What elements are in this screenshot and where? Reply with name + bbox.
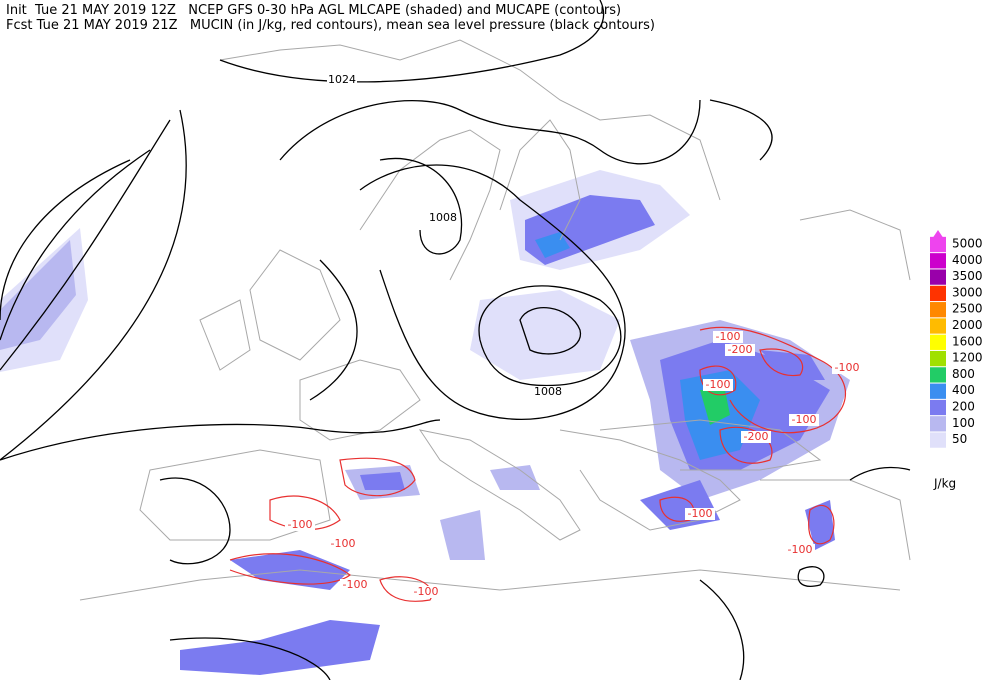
legend-swatch	[930, 269, 946, 285]
pressure-label: 1008	[429, 211, 457, 224]
legend-label: 2500	[952, 302, 983, 316]
label-backdrop	[327, 74, 357, 86]
mucin-label: -100	[792, 413, 817, 426]
header-line: Init Tue 21 MAY 2019 12Z NCEP GFS 0-30 h…	[6, 3, 621, 18]
label-backdrop	[832, 362, 862, 374]
label-backdrop	[785, 544, 815, 556]
mucin-label: -100	[343, 578, 368, 591]
legend-label: 50	[952, 432, 967, 446]
pressure-label: 1024	[328, 73, 356, 86]
mucin-contours	[229, 326, 847, 602]
legend-swatch	[930, 432, 946, 448]
mucin-label: -100	[331, 537, 356, 550]
header-line: Fcst Tue 21 MAY 2019 21Z MUCIN (in J/kg,…	[6, 18, 655, 33]
legend-label: 200	[952, 400, 975, 414]
legend-label: 4000	[952, 253, 983, 267]
label-backdrop	[725, 344, 755, 356]
mucin-label: -100	[716, 330, 741, 343]
legend-label: 1200	[952, 351, 983, 365]
label-backdrop	[285, 519, 315, 531]
legend-swatch	[930, 334, 946, 350]
legend-swatch	[930, 285, 946, 302]
legend-swatch	[930, 416, 946, 432]
mucin-label: -100	[706, 378, 731, 391]
legend-label: 100	[952, 416, 975, 430]
mucin-label: -100	[414, 585, 439, 598]
mucin-label: -100	[288, 518, 313, 531]
mucin-label: -100	[688, 507, 713, 520]
mucin-label: -200	[728, 343, 753, 356]
label-backdrop	[533, 386, 563, 398]
contour-labels: 102410081008-100-200-100-100-200-100-100…	[285, 73, 862, 598]
mucin-label: -100	[788, 543, 813, 556]
legend-unit: J/kg	[933, 477, 956, 491]
legend-swatch	[930, 302, 946, 318]
mucin-label: -100	[835, 361, 860, 374]
label-backdrop	[789, 414, 819, 426]
legend-swatch	[930, 350, 946, 367]
legend-label: 2000	[952, 318, 983, 332]
legend-label: 5000	[952, 237, 983, 251]
label-backdrop	[685, 508, 715, 520]
pressure-label: 1008	[534, 385, 562, 398]
legend: J/kg 5000 4000 3500 3000 2500 2000 1600 1200 800…	[930, 230, 983, 491]
mucin-label: -200	[744, 430, 769, 443]
label-backdrop	[428, 212, 458, 224]
label-backdrop	[713, 331, 743, 343]
cape-shading	[0, 170, 850, 675]
label-backdrop	[340, 579, 370, 591]
label-backdrop	[328, 538, 358, 550]
label-backdrop	[411, 586, 441, 598]
legend-label: 800	[952, 367, 975, 381]
legend-swatch	[930, 399, 946, 416]
label-backdrop	[741, 431, 771, 443]
isobars	[0, 0, 911, 680]
legend-swatch	[930, 253, 946, 269]
legend-label: 1600	[952, 334, 983, 348]
legend-label: 3000	[952, 285, 983, 299]
legend-swatch	[930, 367, 946, 383]
legend-swatch	[930, 383, 946, 399]
legend-label: 400	[952, 383, 975, 397]
legend-swatch	[930, 236, 946, 253]
legend-label: 3500	[952, 269, 983, 283]
legend-swatch	[930, 318, 946, 334]
label-backdrop	[703, 379, 733, 391]
